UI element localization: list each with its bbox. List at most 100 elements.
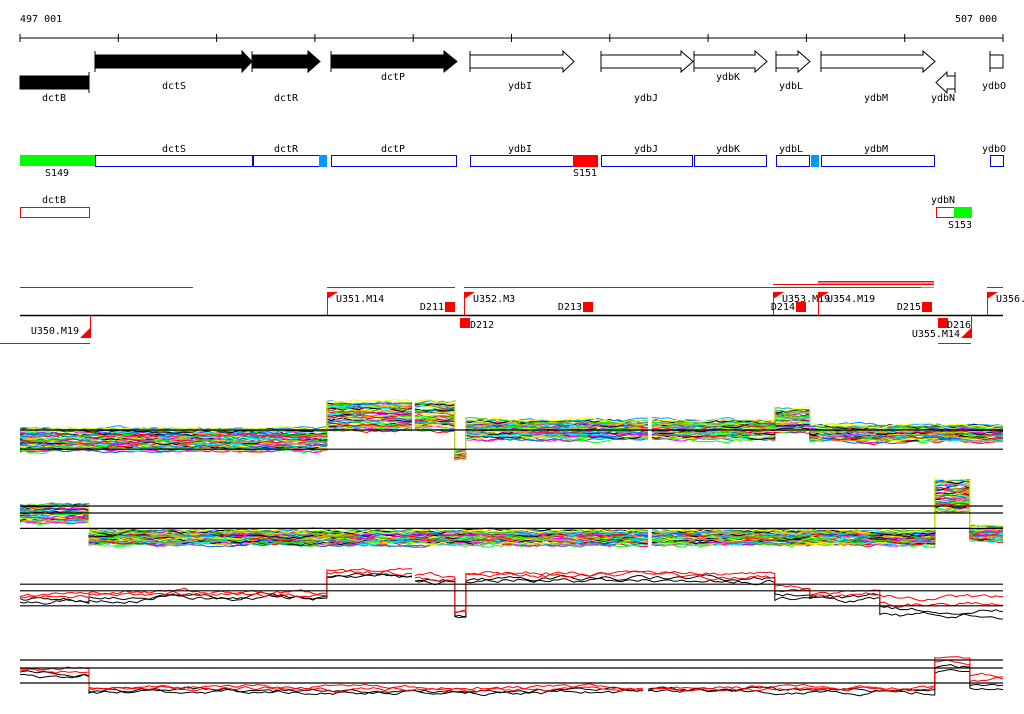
transcript-dctS[interactable] bbox=[95, 155, 253, 167]
segment-D211[interactable]: D211 bbox=[420, 302, 455, 313]
svg-text:D215: D215 bbox=[897, 302, 921, 313]
transcript-label: dctP bbox=[381, 144, 405, 155]
svg-text:ydbI: ydbI bbox=[508, 81, 532, 92]
antisense-ydbN[interactable] bbox=[936, 207, 955, 218]
panel-4 bbox=[19, 656, 1003, 697]
svg-text:U356.: U356. bbox=[996, 294, 1024, 305]
expression-line bbox=[651, 407, 1003, 429]
expression-line bbox=[414, 575, 1003, 620]
gene-ydbN[interactable]: ydbN bbox=[931, 70, 956, 104]
svg-text:ydbO: ydbO bbox=[982, 81, 1006, 92]
segment-track: U350.M19 U351.M14 U352.M3 U353.M19 U354.… bbox=[0, 281, 1024, 344]
gene-ydbO[interactable]: ydbO bbox=[982, 51, 1006, 92]
segment-U355.M14[interactable]: U355.M14 bbox=[912, 315, 972, 340]
svg-text:ydbJ: ydbJ bbox=[634, 93, 658, 104]
gene-ydbI[interactable]: ydbI bbox=[469, 49, 575, 92]
segment-D215[interactable]: D215 bbox=[897, 302, 932, 313]
expression-line bbox=[19, 572, 412, 605]
antisense-label: ydbN bbox=[931, 195, 955, 206]
transcript-label: ydbK bbox=[716, 144, 740, 155]
expression-line bbox=[20, 502, 648, 535]
svg-text:dctB: dctB bbox=[42, 93, 66, 104]
svg-text:D216: D216 bbox=[947, 320, 971, 331]
expression-line bbox=[414, 399, 648, 455]
expression-line bbox=[651, 477, 1003, 534]
gene-dctB[interactable]: dctB bbox=[19, 72, 90, 104]
segment-U356[interactable]: U356. bbox=[987, 292, 1024, 315]
segment-D212[interactable]: D212 bbox=[460, 318, 494, 331]
expression-line bbox=[651, 411, 1003, 431]
antisense-dctB[interactable] bbox=[20, 207, 90, 218]
ruler-start-label: 497 001 bbox=[20, 14, 62, 25]
transcript-ydbL[interactable] bbox=[776, 155, 810, 167]
svg-text:U353.M19: U353.M19 bbox=[782, 294, 830, 305]
segment-U350.M19[interactable]: U350.M19 bbox=[31, 315, 91, 338]
svg-text:ydbN: ydbN bbox=[931, 93, 955, 104]
gene-dctP[interactable]: dctP bbox=[330, 49, 458, 83]
site-S151-block[interactable] bbox=[573, 155, 598, 167]
transcript-ydbM[interactable] bbox=[821, 155, 935, 167]
gene-ydbL[interactable]: ydbL bbox=[775, 49, 811, 92]
site-label: S151 bbox=[573, 168, 597, 179]
gene-ydbM[interactable]: ydbM bbox=[820, 49, 936, 104]
expression-line bbox=[651, 480, 1003, 536]
segment-D214[interactable]: D214 bbox=[771, 302, 806, 313]
transcript-ydbJ[interactable] bbox=[601, 155, 693, 167]
transcript-ydbK[interactable] bbox=[694, 155, 767, 167]
svg-text:ydbL: ydbL bbox=[779, 81, 803, 92]
svg-text:D213: D213 bbox=[558, 302, 582, 313]
expression-line bbox=[19, 567, 412, 597]
expression-plots bbox=[19, 398, 1003, 697]
segment-D216[interactable]: D216 bbox=[938, 318, 971, 331]
transcript-ydbO[interactable] bbox=[990, 155, 1004, 167]
svg-text:dctS: dctS bbox=[162, 81, 186, 92]
expression-line bbox=[414, 570, 1003, 613]
svg-text:ydbK: ydbK bbox=[716, 72, 740, 83]
transcript-ydbI[interactable] bbox=[470, 155, 574, 167]
expression-line bbox=[19, 415, 412, 446]
gene-ydbK[interactable]: ydbK bbox=[693, 49, 768, 83]
expression-line bbox=[19, 666, 643, 691]
transcript-label: ydbJ bbox=[634, 144, 658, 155]
antisense-track: dctB ydbN S153 bbox=[20, 195, 972, 231]
ruler-end-label: 507 000 bbox=[955, 14, 997, 25]
svg-text:U351.M14: U351.M14 bbox=[336, 294, 384, 305]
site-S149-block[interactable] bbox=[20, 155, 95, 166]
svg-text:ydbM: ydbM bbox=[864, 93, 888, 104]
expression-line bbox=[414, 570, 1003, 614]
expression-line bbox=[647, 656, 1003, 692]
transcript-label: ydbI bbox=[508, 144, 532, 155]
site-label: S149 bbox=[45, 168, 69, 179]
ruler: 497 001 507 000 bbox=[19, 14, 1004, 42]
gene-dctR[interactable]: dctR bbox=[251, 49, 321, 104]
svg-text:U354.M19: U354.M19 bbox=[827, 294, 875, 305]
transcript-track: S149 S151 dctS dctR dctP ydbI ydbJ ydbK … bbox=[20, 144, 1006, 179]
segment-U353.M19[interactable]: U353.M19 bbox=[773, 292, 830, 315]
transcript-dctP[interactable] bbox=[331, 155, 457, 167]
antisense-label: dctB bbox=[42, 195, 66, 206]
gene-track: dctB dctS dctR dctP ydbI ydbJ ydbK ydbL … bbox=[19, 49, 1006, 104]
transcript-label: ydbM bbox=[864, 144, 888, 155]
segment-U354.M19[interactable]: U354.M19 bbox=[818, 292, 875, 315]
site-S153-block[interactable] bbox=[954, 207, 972, 218]
segment-D213[interactable]: D213 bbox=[558, 302, 593, 313]
panel-3 bbox=[19, 567, 1003, 620]
segment-U351.M14[interactable]: U351.M14 bbox=[327, 292, 384, 315]
svg-text:D214: D214 bbox=[771, 302, 795, 313]
transcript-label: dctS bbox=[162, 144, 186, 155]
svg-text:dctR: dctR bbox=[274, 93, 299, 104]
svg-text:U352.M3: U352.M3 bbox=[473, 294, 515, 305]
expression-line bbox=[19, 415, 412, 443]
svg-text:D211: D211 bbox=[420, 302, 444, 313]
transcript-dctR[interactable] bbox=[253, 155, 320, 167]
transcript-label: ydbO bbox=[982, 144, 1006, 155]
expression-line bbox=[19, 573, 412, 603]
gene-dctS[interactable]: dctS bbox=[94, 49, 253, 92]
expression-line bbox=[19, 673, 643, 697]
site-label: S153 bbox=[948, 220, 972, 231]
svg-text:U355.M14: U355.M14 bbox=[912, 329, 960, 340]
panel-2 bbox=[19, 477, 1003, 548]
segment-U352.M3[interactable]: U352.M3 bbox=[464, 292, 515, 315]
expression-line bbox=[19, 421, 412, 449]
gene-ydbJ[interactable]: ydbJ bbox=[600, 49, 694, 104]
